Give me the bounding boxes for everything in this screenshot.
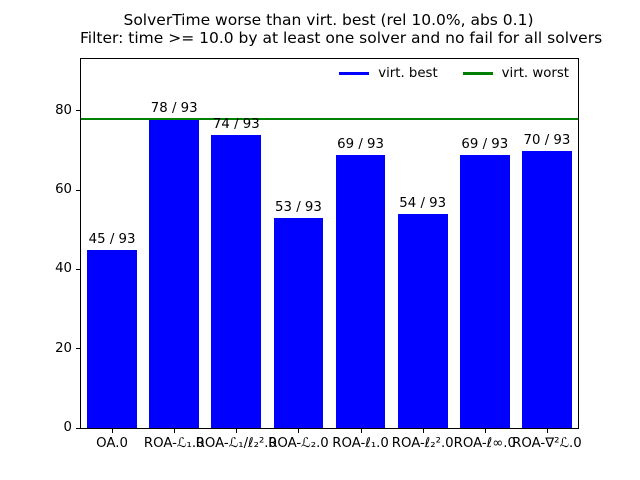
legend-entry-virt-best: virt. best	[339, 66, 438, 81]
x-tick-label: ROA-ℓ∞.0	[453, 436, 516, 451]
virt-best-line-swatch	[339, 72, 370, 75]
x-tick-mark	[546, 428, 548, 433]
y-tick-label: 20	[55, 340, 72, 356]
bar-value-label: 70 / 93	[523, 132, 571, 148]
bar-value-label: 53 / 93	[275, 199, 322, 215]
y-tick-label: 0	[63, 420, 72, 436]
bar-value-label: 54 / 93	[399, 195, 447, 211]
y-tick-mark	[76, 189, 81, 191]
x-tick-mark	[422, 428, 424, 433]
chart-title-line1: SolverTime worse than virt. best (rel 10…	[123, 11, 534, 29]
x-tick-mark	[174, 428, 176, 433]
bar-ROA-ℓ₂².0	[397, 213, 448, 428]
chart-title: SolverTime worse than virt. best (rel 10…	[80, 11, 603, 47]
bar-value-label: 74 / 93	[212, 116, 260, 132]
virt-worst-line-swatch	[462, 72, 493, 75]
x-tick-mark	[298, 428, 300, 433]
y-tick-mark	[76, 110, 81, 112]
x-tick-label: ROA-ℒ₁/ℓ₂².0	[195, 436, 277, 451]
legend-entry-virt-worst: virt. worst	[462, 66, 569, 81]
chart-title-line2: Filter: time >= 10.0 by at least one sol…	[80, 29, 603, 47]
x-tick-label: ROA-ℓ₁.0	[332, 436, 389, 451]
y-tick-label: 80	[55, 103, 72, 119]
bar-value-label: 69 / 93	[461, 136, 509, 152]
bar-value-label: 69 / 93	[337, 136, 384, 152]
x-tick-label: ROA-ℓ₂².0	[391, 436, 454, 451]
bar-ROA-ℓ₁.0	[335, 154, 386, 428]
virt-worst-hline	[81, 117, 578, 120]
bar-ROA-ℒ₂.0	[273, 217, 324, 428]
x-tick-label: ROA-ℒ₂.0	[268, 436, 329, 451]
bar-ROA-∇²ℒ.0	[522, 150, 572, 428]
x-tick-label: ROA-∇²ℒ.0	[512, 436, 582, 451]
y-tick-label: 60	[55, 182, 72, 198]
x-tick-mark	[484, 428, 486, 433]
bar-ROA-ℓ∞.0	[459, 154, 510, 428]
legend-label-virt-best: virt. best	[378, 66, 438, 81]
x-tick-label: OA.0	[96, 436, 128, 451]
bar-OA.0	[87, 249, 137, 428]
x-tick-mark	[360, 428, 362, 433]
y-tick-label: 40	[55, 261, 72, 277]
bar-value-label: 78 / 93	[150, 100, 198, 116]
plot-area: virt. best virt. worst 0 20 40 60 80 45 / 93 O…	[55, 58, 582, 451]
x-tick-mark	[112, 428, 114, 433]
legend-label-virt-worst: virt. worst	[501, 66, 569, 81]
y-tick-mark	[76, 268, 81, 270]
bar-ROA-ℒ₁/ℓ₂².0	[211, 134, 262, 428]
y-tick-mark	[76, 348, 81, 350]
legend: virt. best virt. worst	[339, 66, 569, 81]
bar-ROA-ℒ₁.0	[149, 118, 200, 428]
x-tick-label: ROA-ℒ₁.0	[143, 436, 205, 451]
x-tick-mark	[236, 428, 238, 433]
bar-value-label: 45 / 93	[88, 231, 136, 247]
y-tick-mark	[76, 427, 81, 429]
